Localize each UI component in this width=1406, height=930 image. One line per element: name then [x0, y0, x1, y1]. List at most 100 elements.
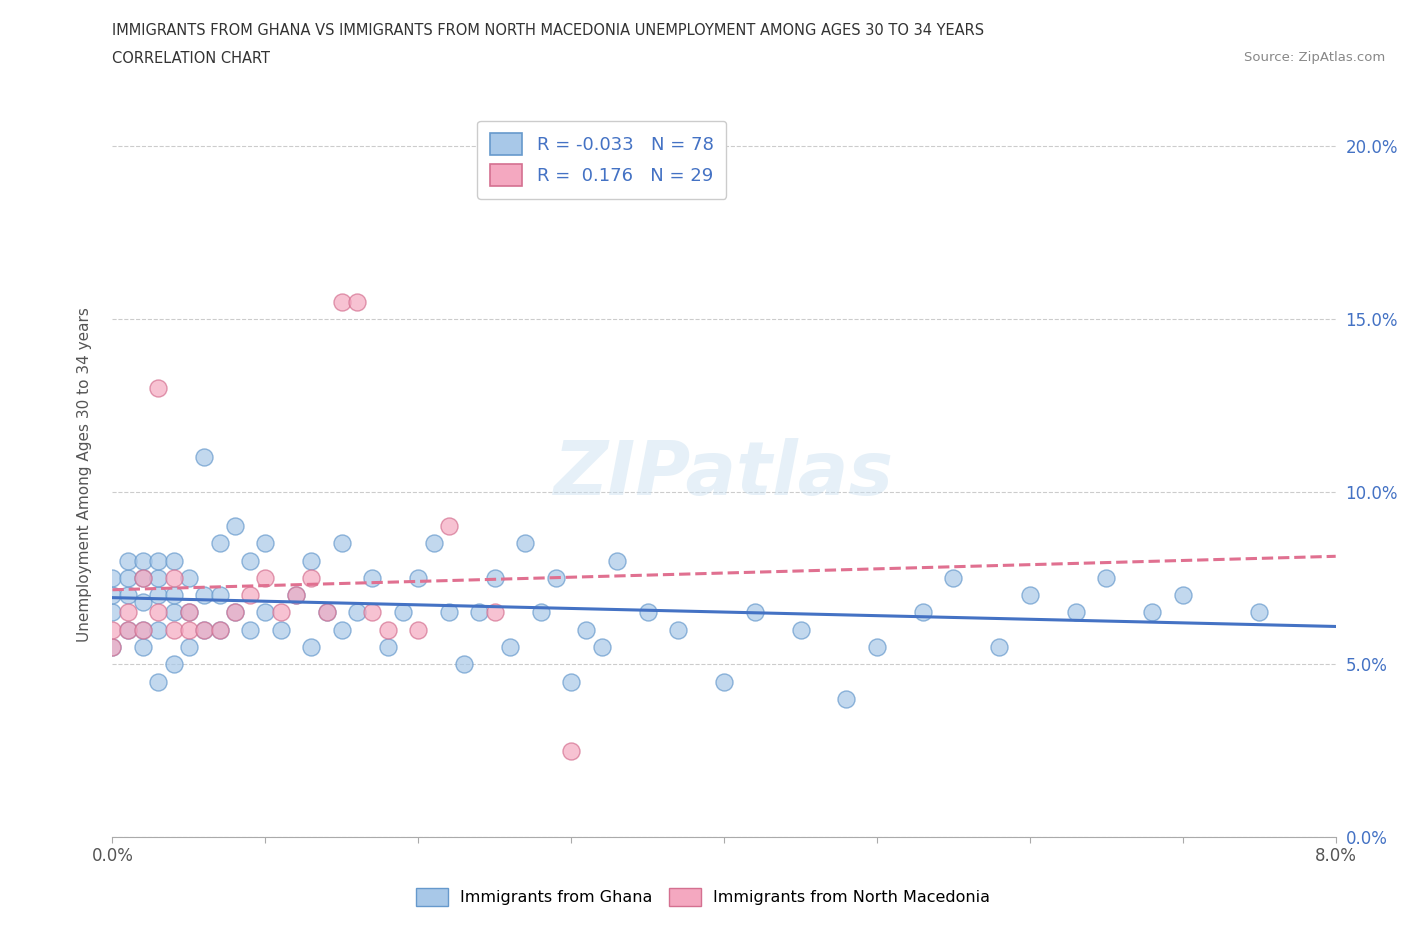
Point — [193, 622, 215, 637]
Point — [101, 640, 124, 655]
Point — [193, 622, 215, 637]
Point — [117, 622, 139, 637]
Point — [117, 622, 139, 637]
Point — [606, 553, 628, 568]
Point — [666, 622, 689, 637]
Point — [239, 588, 262, 603]
Point — [377, 640, 399, 655]
Point — [101, 640, 124, 655]
Point — [330, 294, 353, 309]
Point — [315, 605, 337, 620]
Point — [177, 570, 200, 585]
Point — [177, 640, 200, 655]
Point — [529, 605, 551, 620]
Point — [284, 588, 308, 603]
Point — [163, 553, 186, 568]
Point — [254, 570, 277, 585]
Point — [515, 536, 537, 551]
Y-axis label: Unemployment Among Ages 30 to 34 years: Unemployment Among Ages 30 to 34 years — [77, 307, 91, 642]
Text: ZIPatlas: ZIPatlas — [554, 438, 894, 511]
Point — [117, 605, 139, 620]
Point — [254, 536, 277, 551]
Point — [132, 640, 155, 655]
Point — [224, 605, 246, 620]
Point — [591, 640, 613, 655]
Point — [117, 553, 139, 568]
Point — [315, 605, 337, 620]
Point — [177, 605, 200, 620]
Point — [484, 605, 506, 620]
Point — [544, 570, 567, 585]
Point — [208, 536, 231, 551]
Point — [637, 605, 659, 620]
Point — [148, 553, 170, 568]
Point — [1018, 588, 1040, 603]
Point — [101, 570, 124, 585]
Point — [988, 640, 1011, 655]
Point — [224, 519, 246, 534]
Point — [866, 640, 889, 655]
Point — [101, 622, 124, 637]
Point — [148, 622, 170, 637]
Point — [453, 657, 475, 671]
Point — [744, 605, 766, 620]
Point — [148, 380, 170, 395]
Point — [361, 605, 384, 620]
Point — [1171, 588, 1194, 603]
Point — [392, 605, 415, 620]
Point — [132, 594, 155, 609]
Point — [163, 570, 186, 585]
Point — [1095, 570, 1118, 585]
Point — [560, 743, 582, 758]
Point — [1142, 605, 1164, 620]
Point — [239, 622, 262, 637]
Point — [163, 588, 186, 603]
Point — [177, 622, 200, 637]
Point — [101, 588, 124, 603]
Point — [422, 536, 444, 551]
Point — [208, 622, 231, 637]
Point — [132, 553, 155, 568]
Point — [117, 570, 139, 585]
Point — [239, 553, 262, 568]
Point — [484, 570, 506, 585]
Point — [132, 622, 155, 637]
Point — [193, 588, 215, 603]
Point — [361, 570, 384, 585]
Point — [132, 622, 155, 637]
Point — [163, 605, 186, 620]
Point — [468, 605, 491, 620]
Text: Source: ZipAtlas.com: Source: ZipAtlas.com — [1244, 51, 1385, 64]
Point — [560, 674, 582, 689]
Point — [284, 588, 308, 603]
Point — [911, 605, 934, 620]
Point — [163, 622, 186, 637]
Point — [713, 674, 735, 689]
Point — [499, 640, 522, 655]
Point — [835, 691, 858, 706]
Legend: R = -0.033   N = 78, R =  0.176   N = 29: R = -0.033 N = 78, R = 0.176 N = 29 — [477, 121, 727, 199]
Point — [299, 553, 322, 568]
Point — [208, 622, 231, 637]
Point — [148, 605, 170, 620]
Point — [177, 605, 200, 620]
Point — [789, 622, 811, 637]
Point — [148, 588, 170, 603]
Point — [193, 449, 215, 464]
Point — [299, 640, 322, 655]
Point — [270, 622, 292, 637]
Text: CORRELATION CHART: CORRELATION CHART — [112, 51, 270, 66]
Point — [270, 605, 292, 620]
Point — [1064, 605, 1087, 620]
Point — [1249, 605, 1271, 620]
Point — [132, 570, 155, 585]
Point — [575, 622, 598, 637]
Point — [346, 605, 368, 620]
Point — [377, 622, 399, 637]
Point — [408, 570, 430, 585]
Text: IMMIGRANTS FROM GHANA VS IMMIGRANTS FROM NORTH MACEDONIA UNEMPLOYMENT AMONG AGES: IMMIGRANTS FROM GHANA VS IMMIGRANTS FROM… — [112, 23, 984, 38]
Point — [148, 570, 170, 585]
Point — [101, 605, 124, 620]
Point — [132, 570, 155, 585]
Point — [208, 588, 231, 603]
